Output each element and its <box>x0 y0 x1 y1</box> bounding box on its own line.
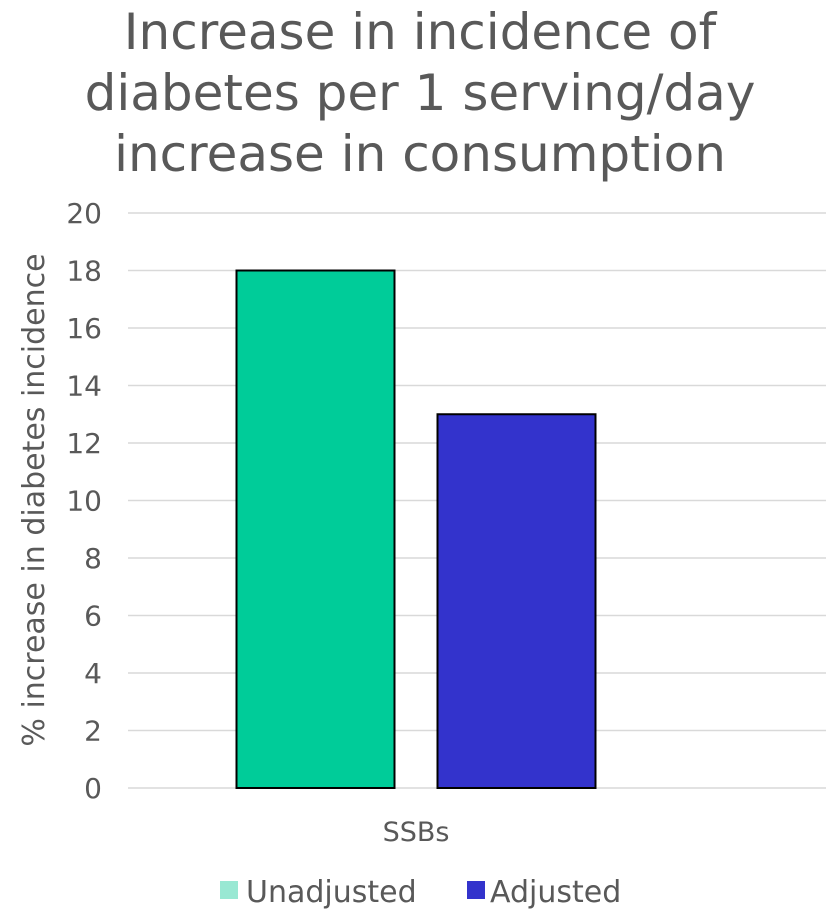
y-tick-label: 14 <box>66 370 102 403</box>
y-tick-label: 20 <box>66 197 102 230</box>
x-category-label: SSBs <box>383 817 450 848</box>
chart-title-line-1: Increase in incidence of <box>124 3 718 61</box>
legend-label-unadjusted: Unadjusted <box>246 875 417 909</box>
y-tick-label: 0 <box>84 772 102 805</box>
y-tick-label: 16 <box>66 312 102 345</box>
chart-title-line-3: increase in consumption <box>114 125 726 183</box>
y-tick-label: 4 <box>84 657 102 690</box>
chart-title-line-2: diabetes per 1 serving/day <box>85 64 756 122</box>
y-axis-ticks: 0 2 4 6 8 10 12 14 16 18 20 <box>66 197 102 805</box>
bar-adjusted-ssbs <box>436 413 597 789</box>
bars <box>235 269 597 789</box>
y-axis-label: % increase in diabetes incidence <box>17 253 52 746</box>
legend-swatch-adjusted <box>467 881 485 899</box>
bar-unadjusted-ssbs <box>235 269 396 789</box>
legend-label-adjusted: Adjusted <box>490 875 621 909</box>
y-tick-label: 2 <box>84 715 102 748</box>
y-tick-label: 8 <box>84 542 102 575</box>
y-tick-label: 10 <box>66 485 102 518</box>
y-tick-label: 6 <box>84 600 102 633</box>
x-axis-categories: SSBs <box>383 817 450 848</box>
legend: Unadjusted Adjusted <box>220 875 621 909</box>
chart-title: Increase in incidence of diabetes per 1 … <box>85 3 756 183</box>
y-tick-label: 12 <box>66 427 102 460</box>
y-tick-label: 18 <box>66 255 102 288</box>
legend-swatch-unadjusted <box>220 881 238 899</box>
